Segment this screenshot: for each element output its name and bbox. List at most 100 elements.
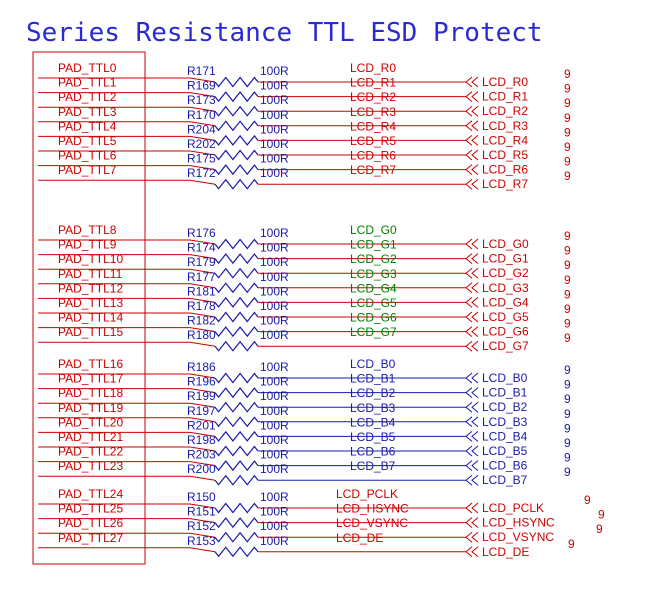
offpage-connector-chevron <box>465 149 473 161</box>
port-label: LCD_R7 <box>482 177 528 191</box>
resistor-ref: R170 <box>187 108 216 122</box>
port-label: LCD_B5 <box>482 444 528 458</box>
offpage-connector-chevron <box>471 517 479 528</box>
offpage-connector-chevron <box>471 401 479 413</box>
page-ref: 9 <box>564 331 571 345</box>
resistor-ref: R180 <box>187 328 216 342</box>
offpage-connector-chevron <box>471 282 479 294</box>
resistor-symbol <box>214 134 259 146</box>
resistor-ref: R200 <box>187 462 216 476</box>
resistor-ref: R151 <box>187 505 216 519</box>
resistor-symbol <box>214 238 259 250</box>
page-ref: 9 <box>568 537 575 551</box>
offpage-connector-chevron <box>465 372 473 384</box>
resistor-lead <box>189 283 216 289</box>
net-label: LCD_R6 <box>350 149 396 163</box>
resistor-symbol <box>214 282 259 294</box>
resistor-value: 100R <box>260 108 289 122</box>
port-label: LCD_G1 <box>482 252 529 266</box>
resistor-lead <box>189 268 216 274</box>
resistor-ref: R174 <box>187 241 216 255</box>
resistor-array: PAD_TTL0 R171 100R LCD_R0 LCD_R0 9 PAD_TTL1 R16… <box>38 61 605 559</box>
resistor-lead <box>189 327 216 333</box>
resistor-ref: R175 <box>187 152 216 166</box>
net-label: LCD_DE <box>336 531 383 545</box>
net-label: LCD_G2 <box>350 252 397 266</box>
net-label: LCD_B6 <box>350 445 396 459</box>
page-ref: 9 <box>564 436 571 450</box>
port-label: LCD_G7 <box>482 339 529 353</box>
resistor-value: 100R <box>260 299 289 313</box>
port-label: LCD_G4 <box>482 295 529 309</box>
page-ref: 9 <box>564 363 571 377</box>
resistor-ref: R177 <box>187 270 216 284</box>
page-ref: 9 <box>564 273 571 287</box>
offpage-connector-chevron <box>465 105 473 117</box>
resistor-symbol <box>214 517 259 529</box>
resistor-lead <box>189 77 216 83</box>
page-ref: 9 <box>564 317 571 331</box>
resistor-lead <box>189 239 216 245</box>
pad-label: PAD_TTL24 <box>58 487 123 501</box>
offpage-connector-chevron <box>471 340 479 352</box>
resistor-value: 100R <box>260 137 289 151</box>
resistor-ref: R178 <box>187 299 216 313</box>
port-label: LCD_R4 <box>482 133 528 147</box>
net-label: LCD_B0 <box>350 357 396 371</box>
port-label: LCD_HSYNC <box>482 516 555 530</box>
offpage-connector-chevron <box>471 267 479 279</box>
offpage-connector-chevron <box>471 546 479 558</box>
resistor-symbol <box>214 164 259 176</box>
resistor-value: 100R <box>260 270 289 284</box>
resistor-value: 100R <box>260 314 289 328</box>
net-label: LCD_G6 <box>350 311 397 325</box>
port-label: LCD_B6 <box>482 459 528 473</box>
resistor-ref: R196 <box>187 375 216 389</box>
resistor-symbol <box>214 253 259 265</box>
port-label: LCD_G2 <box>482 266 529 280</box>
offpage-connector-chevron <box>471 297 479 308</box>
net-label: LCD_G5 <box>350 296 397 310</box>
resistor-lead <box>189 254 216 260</box>
pad-label: PAD_TTL13 <box>58 296 123 310</box>
resistor-ref: R150 <box>187 490 216 504</box>
resistor-value: 100R <box>260 418 289 432</box>
page-ref: 9 <box>598 508 605 522</box>
port-label: LCD_G0 <box>482 237 529 251</box>
resistor-ref: R201 <box>187 418 216 432</box>
offpage-connector-chevron <box>465 253 473 264</box>
resistor-ref: R173 <box>187 93 216 107</box>
resistor-value: 100R <box>260 122 289 136</box>
pad-label: PAD_TTL18 <box>58 386 123 400</box>
offpage-connector-chevron <box>465 311 473 323</box>
pad-label: PAD_TTL4 <box>58 119 117 133</box>
schematic-title: Series Resistance TTL ESD Protect <box>26 18 543 48</box>
resistor-symbol <box>214 387 259 399</box>
resistor-symbol <box>214 401 259 413</box>
offpage-connector-chevron <box>471 445 479 457</box>
resistor-value: 100R <box>260 505 289 519</box>
net-label: LCD_R2 <box>350 90 396 104</box>
resistor-ref: R204 <box>187 122 216 136</box>
page-ref: 9 <box>564 421 571 435</box>
net-label: LCD_B1 <box>350 372 396 386</box>
pad-label: PAD_TTL6 <box>58 149 117 163</box>
offpage-connector-chevron <box>465 326 473 337</box>
resistor-symbol <box>214 91 259 103</box>
offpage-connector-chevron <box>471 416 479 428</box>
offpage-connector-chevron <box>465 340 473 352</box>
resistor-symbol <box>214 474 259 486</box>
resistor-value: 100R <box>260 79 289 93</box>
resistor-symbol <box>214 326 259 338</box>
resistor-lead <box>189 341 216 347</box>
resistor-value: 100R <box>260 490 289 504</box>
offpage-connector-chevron <box>471 531 479 543</box>
resistor-value: 100R <box>260 241 289 255</box>
resistor-value: 100R <box>260 404 289 418</box>
resistor-value: 100R <box>260 375 289 389</box>
net-label: LCD_R0 <box>350 61 396 75</box>
net-label: LCD_G0 <box>350 223 397 237</box>
resistor-ref: R181 <box>187 284 216 298</box>
resistor-lead <box>189 518 216 524</box>
pad-label: PAD_TTL22 <box>58 445 123 459</box>
